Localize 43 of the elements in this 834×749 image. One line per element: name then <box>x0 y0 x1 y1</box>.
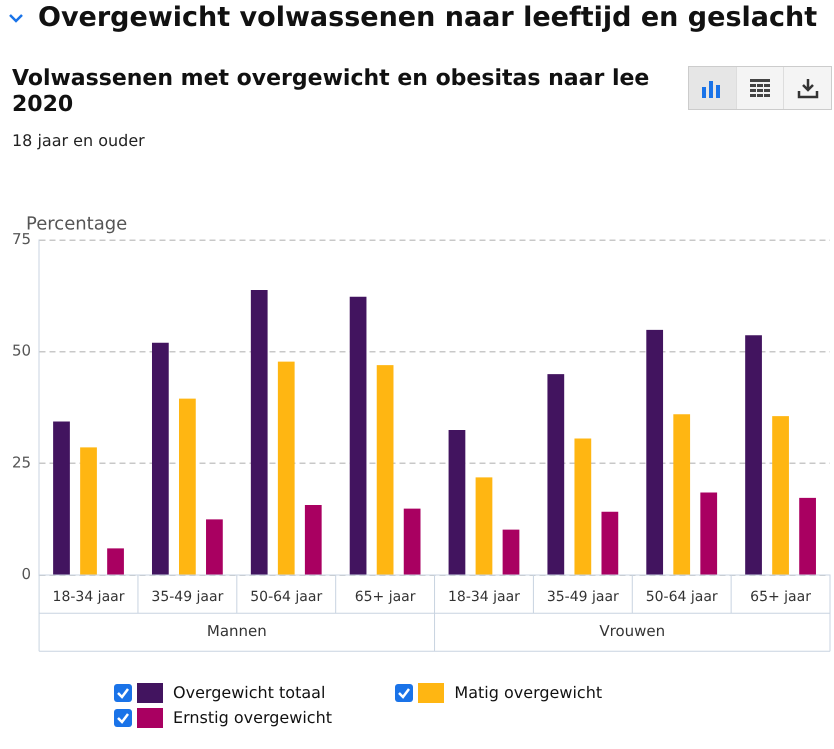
y-tick-label: 50 <box>12 342 32 360</box>
bar <box>700 492 718 574</box>
legend-label: Ernstig overgewicht <box>173 708 332 727</box>
x-tick-label: 50-64 jaar <box>646 589 718 606</box>
x-tick-label: 18-34 jaar <box>52 589 125 606</box>
bar <box>107 548 124 574</box>
bar <box>574 438 592 574</box>
bar <box>448 430 466 574</box>
chart-subtitle: Volwassenen met overgewicht en obesitas naar lee 2020 <box>12 66 650 118</box>
bar <box>179 398 196 574</box>
bar <box>350 296 366 574</box>
bar <box>799 498 816 574</box>
text: Vrouwen <box>599 622 666 640</box>
bar <box>502 530 520 574</box>
y-tick-label: 0 <box>22 565 32 584</box>
bar <box>673 414 690 574</box>
text: Mannen <box>206 622 267 640</box>
legend-label: Matig overgewicht <box>454 683 602 702</box>
bar <box>152 342 169 574</box>
x-tick-label: 65+ jaar <box>750 589 812 606</box>
bar <box>404 508 421 574</box>
bar <box>601 512 618 574</box>
bar <box>376 365 394 574</box>
bar <box>745 335 762 574</box>
bar <box>547 374 564 574</box>
bar <box>80 447 97 574</box>
bar <box>304 505 322 574</box>
x-tick-label: 35-49 jaar <box>546 589 620 606</box>
bar <box>476 477 492 574</box>
text: 18 jaar en ouder <box>12 131 145 150</box>
bar <box>250 290 268 574</box>
legend-label: Overgewicht totaal <box>173 683 326 702</box>
y-tick-label: 25 <box>12 453 32 472</box>
x-tick-label: 65+ jaar <box>354 589 416 606</box>
x-tick-label: 35-49 jaar <box>151 589 224 606</box>
chart-title: Overgewicht volwassenen naar leeftijd en geslacht <box>38 2 818 33</box>
bar <box>53 421 70 574</box>
bar <box>278 362 295 574</box>
bar <box>646 330 664 574</box>
x-tick-label: 18-34 jaar <box>448 589 520 606</box>
x-tick-label: 50-64 jaar <box>250 589 322 606</box>
bar <box>772 416 789 574</box>
bar <box>206 519 223 574</box>
